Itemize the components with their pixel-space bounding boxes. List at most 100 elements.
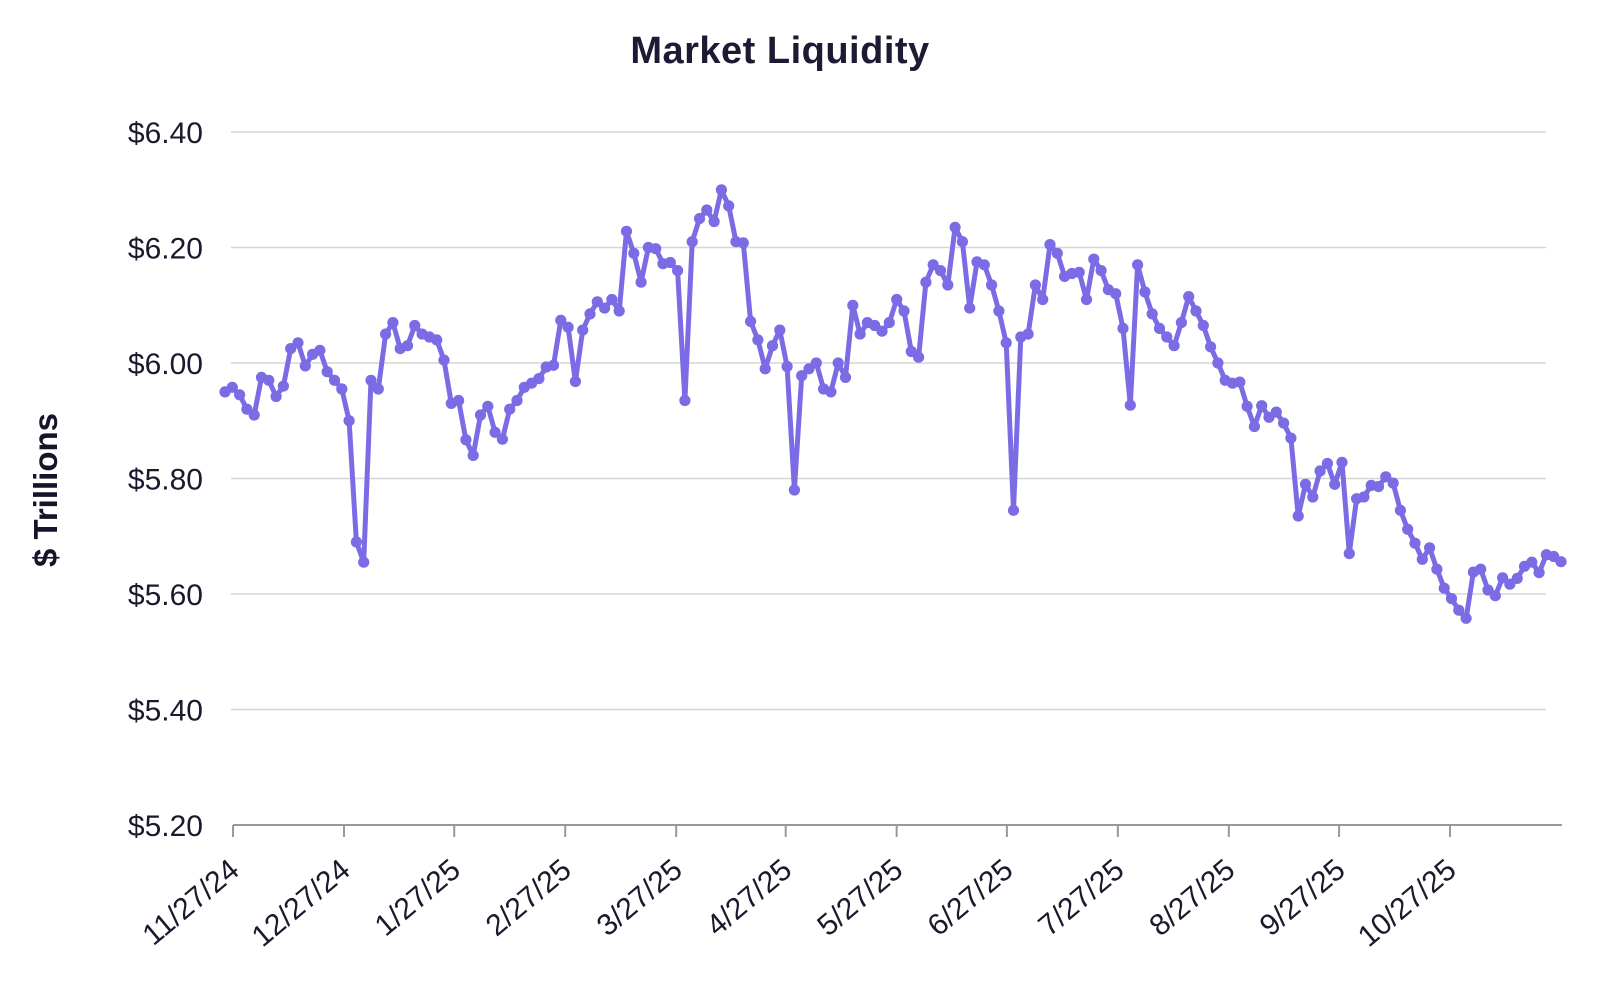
data-point-marker (1416, 553, 1428, 565)
data-point-marker (1409, 537, 1421, 549)
y-tick-label: $5.40 (128, 695, 203, 728)
data-point-marker (686, 236, 698, 248)
data-point-marker (1336, 456, 1348, 468)
data-point-marker (1161, 331, 1173, 343)
data-point-marker (942, 279, 954, 291)
data-point-marker (737, 237, 749, 249)
data-point-marker (1460, 612, 1472, 624)
data-point-marker (234, 389, 246, 401)
data-point-marker (270, 390, 282, 403)
x-tick-label: 7/27/25 (1032, 853, 1130, 943)
data-point-marker (343, 415, 355, 427)
data-point-marker (1445, 593, 1458, 605)
data-point-marker (489, 426, 501, 438)
data-point-marker (613, 305, 625, 317)
data-point-marker (372, 383, 384, 395)
data-point-marker (1110, 288, 1122, 300)
data-point-marker (314, 344, 326, 356)
x-tick-label: 12/27/24 (246, 853, 357, 953)
data-point-marker (1329, 478, 1341, 490)
data-point-marker (1117, 322, 1129, 334)
data-point-marker (978, 259, 990, 271)
data-point-marker (774, 324, 786, 336)
y-tick-label: $5.60 (128, 579, 203, 612)
x-tick-label: 5/27/25 (811, 853, 909, 943)
data-point-marker (1022, 328, 1034, 340)
data-point-marker (949, 221, 961, 233)
data-point-marker (898, 305, 910, 317)
data-point-marker (1307, 491, 1319, 503)
data-point-marker (883, 317, 895, 329)
data-point-marker (467, 449, 479, 461)
data-point-marker (1241, 400, 1253, 412)
data-point-marker (715, 184, 728, 196)
data-point-marker (606, 293, 618, 306)
data-point-marker (387, 317, 399, 329)
data-point-marker (1175, 317, 1187, 329)
x-tick-label: 9/27/25 (1254, 853, 1352, 943)
data-point-marker (839, 371, 852, 383)
data-point-marker (1424, 542, 1436, 554)
data-point-marker (1132, 259, 1144, 271)
data-point-marker (1212, 357, 1224, 369)
data-point-marker (635, 276, 647, 288)
data-point-marker (679, 394, 691, 407)
data-point-marker (723, 200, 735, 212)
data-point-marker (1387, 477, 1399, 489)
data-point-marker (1248, 420, 1260, 433)
data-point-marker (1526, 556, 1538, 568)
data-point-marker (1278, 417, 1290, 429)
data-point-marker (810, 357, 822, 369)
data-point-marker (569, 375, 582, 388)
data-point-marker (496, 433, 508, 445)
data-point-marker (1044, 239, 1056, 251)
data-point-marker (299, 360, 311, 372)
data-point-marker (263, 374, 275, 386)
data-point-marker (650, 243, 662, 255)
data-point-marker (854, 328, 866, 340)
data-point-marker (752, 334, 764, 346)
data-point-marker (380, 328, 392, 340)
x-tick-label: 11/27/24 (137, 853, 246, 952)
data-point-marker (584, 308, 596, 320)
x-tick-label: 4/27/25 (700, 853, 798, 943)
data-point-marker (1146, 308, 1158, 320)
data-point-marker (562, 321, 574, 333)
data-point-marker (1037, 293, 1049, 306)
data-point-marker (431, 334, 443, 346)
data-point-marker (365, 374, 377, 386)
data-point-marker (358, 556, 370, 568)
data-point-marker (956, 236, 969, 248)
x-tick-label: 6/27/25 (921, 853, 1019, 943)
x-tick-label: 1/27/25 (369, 853, 467, 943)
data-point-marker (248, 409, 260, 421)
data-point-marker (913, 351, 925, 363)
data-point-marker (1372, 481, 1385, 493)
x-tick-label: 3/27/25 (591, 853, 689, 943)
data-point-marker (1000, 337, 1012, 349)
data-point-marker (1431, 563, 1443, 575)
chart-title: Market Liquidity (630, 30, 930, 72)
data-point-marker (832, 357, 844, 369)
data-point-marker (1489, 590, 1501, 602)
data-point-marker (409, 319, 421, 332)
y-axis-title: $ Trillions (27, 412, 64, 568)
data-point-marker (1139, 286, 1151, 298)
data-point-marker (1168, 340, 1180, 352)
data-point-marker (1080, 293, 1093, 306)
data-point-marker (1438, 582, 1450, 594)
data-point-marker (964, 302, 976, 314)
data-point-marker (1380, 471, 1392, 483)
data-point-marker (628, 247, 640, 259)
data-point-marker (328, 374, 341, 386)
data-point-marker (1190, 305, 1202, 317)
data-point-marker (986, 279, 998, 291)
y-tick-label: $5.80 (128, 464, 203, 497)
data-point-marker (1475, 563, 1487, 575)
data-point-marker (1073, 266, 1085, 278)
data-point-marker (920, 276, 932, 288)
data-point-marker (547, 359, 560, 371)
data-point-marker (701, 204, 713, 216)
x-tick-label: 2/27/25 (480, 853, 578, 943)
